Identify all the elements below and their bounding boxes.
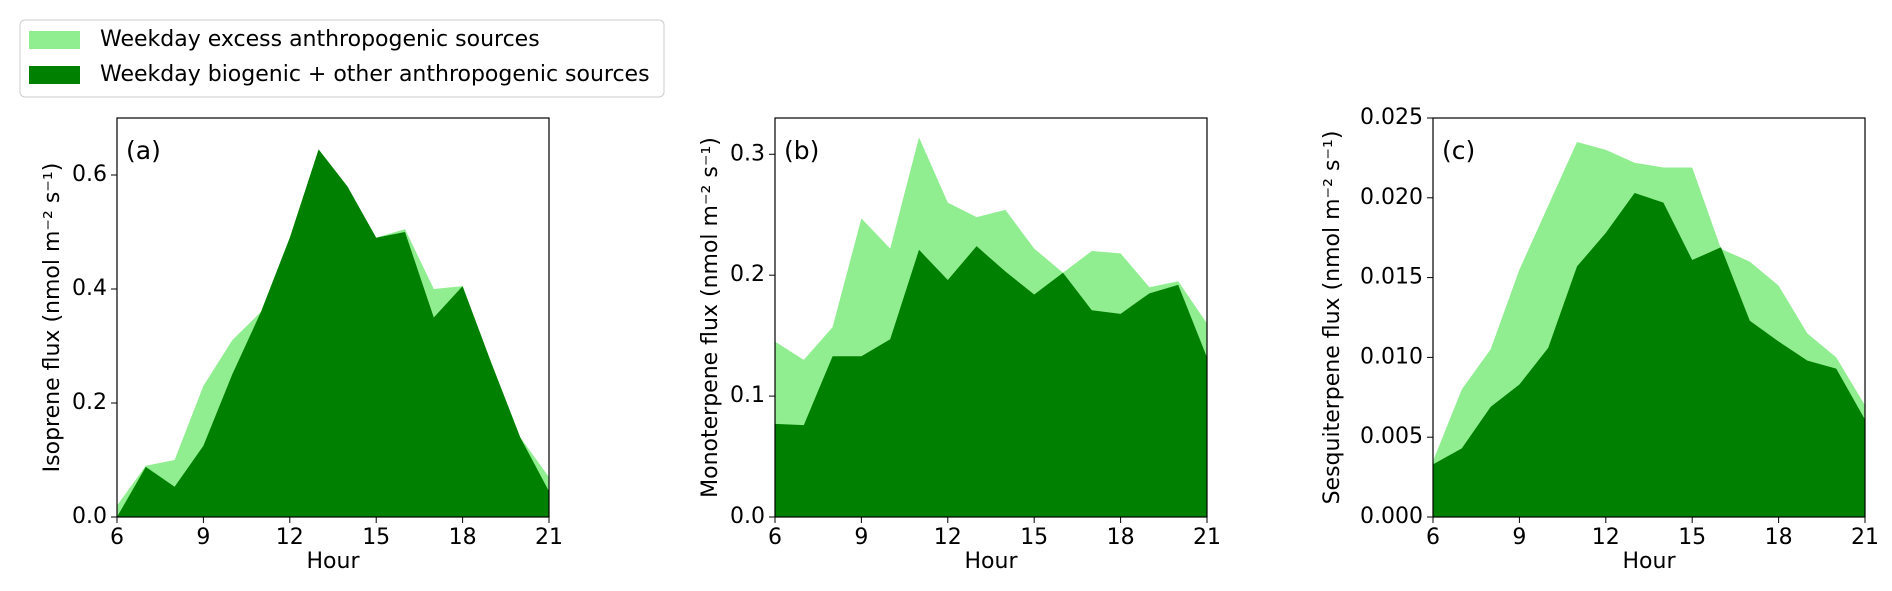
x-tick-label: 12 — [1592, 525, 1620, 550]
x-tick-label: 21 — [1193, 525, 1221, 550]
x-tick-label: 12 — [276, 525, 304, 550]
y-tick-label: 0.000 — [1360, 504, 1423, 529]
area — [775, 246, 1207, 517]
y-tick-label: 0.6 — [72, 162, 107, 187]
x-tick-label: 9 — [196, 525, 210, 550]
y-axis-label: Sesquiterpene flux (nmol m⁻² s⁻¹) — [1320, 131, 1345, 505]
x-tick-label: 18 — [449, 525, 477, 550]
x-tick-label: 9 — [1512, 525, 1526, 550]
x-axis-label: Hour — [1623, 549, 1677, 574]
legend-box — [19, 19, 665, 98]
x-tick-label: 15 — [1020, 525, 1048, 550]
plot-frame — [1432, 117, 1866, 518]
y-tick-label: 0.0 — [72, 504, 107, 529]
panel-label: (c) — [1442, 136, 1475, 165]
area — [117, 149, 549, 517]
x-tick-label: 12 — [934, 525, 962, 550]
y-tick-label: 0.4 — [72, 276, 107, 301]
y-tick-label: 0.005 — [1360, 424, 1423, 449]
plot-frame — [116, 117, 550, 518]
x-axis-label: Hour — [307, 549, 361, 574]
x-tick-label: 6 — [1426, 525, 1440, 550]
panel-label: (a) — [126, 136, 161, 165]
plot-frame — [774, 117, 1208, 518]
x-tick-label: 6 — [768, 525, 782, 550]
x-axis-label: Hour — [965, 549, 1019, 574]
y-tick-label: 0.010 — [1360, 344, 1423, 369]
y-tick-label: 0.2 — [730, 262, 765, 287]
x-tick-label: 9 — [854, 525, 868, 550]
area — [1433, 193, 1865, 517]
x-tick-label: 18 — [1107, 525, 1135, 550]
legend-label: Weekday excess anthropogenic sources — [100, 27, 540, 52]
legend-label: Weekday biogenic + other anthropogenic s… — [100, 62, 650, 87]
x-tick-label: 15 — [1678, 525, 1706, 550]
y-tick-label: 0.020 — [1360, 185, 1423, 210]
legend-swatch — [29, 31, 80, 49]
x-tick-label: 15 — [362, 525, 390, 550]
x-tick-label: 21 — [535, 525, 563, 550]
panel-label: (b) — [784, 136, 819, 165]
y-axis-label: Monoterpene flux (nmol m⁻² s⁻¹) — [698, 137, 723, 498]
y-tick-label: 0.0 — [730, 504, 765, 529]
y-tick-label: 0.3 — [730, 141, 765, 166]
y-tick-label: 0.2 — [72, 390, 107, 415]
x-tick-label: 21 — [1851, 525, 1879, 550]
y-axis-label: Isoprene flux (nmol m⁻² s⁻¹) — [40, 163, 65, 473]
y-tick-label: 0.025 — [1360, 105, 1423, 130]
y-tick-label: 0.015 — [1360, 265, 1423, 290]
y-tick-label: 0.1 — [730, 383, 765, 408]
x-tick-label: 6 — [110, 525, 124, 550]
x-tick-label: 18 — [1765, 525, 1793, 550]
legend-swatch — [29, 66, 80, 84]
